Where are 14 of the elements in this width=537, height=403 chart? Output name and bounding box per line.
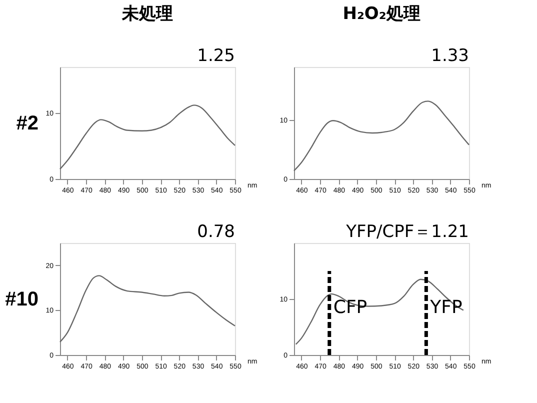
line-series: [293, 100, 470, 172]
text: 1.33: [431, 46, 469, 66]
chart-title: H₂O₂処理: [342, 4, 420, 24]
line-series: [295, 278, 464, 345]
text: YFP/CPF＝1.21: [345, 222, 469, 242]
ref-line-label: CFP: [333, 296, 368, 318]
ref-line-label: YFP: [429, 296, 463, 318]
y-axis-title: #10: [5, 288, 38, 310]
line-series: [59, 104, 236, 170]
text: 0.78: [197, 222, 235, 242]
line-series: [59, 275, 236, 343]
y-axis-title: #2: [16, 112, 38, 134]
chart-title: 未処理: [121, 4, 173, 24]
text: 1.25: [197, 46, 235, 66]
